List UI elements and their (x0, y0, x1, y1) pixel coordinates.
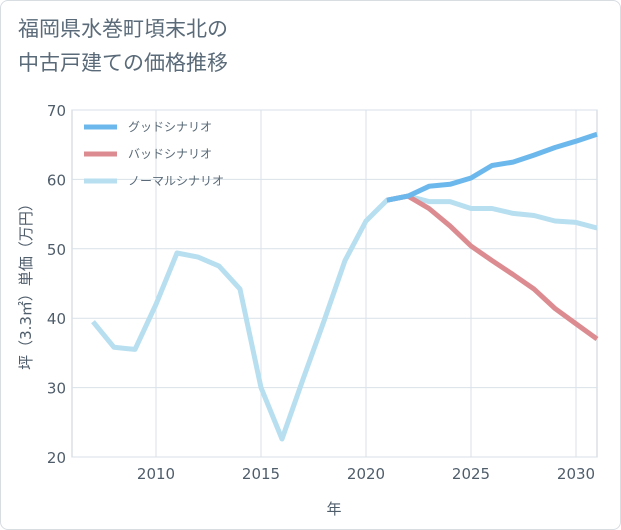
y-tick-label: 60 (47, 171, 66, 189)
x-axis-label: 年 (326, 500, 341, 518)
y-tick-label: 20 (47, 449, 66, 467)
y-tick-label: 40 (47, 310, 66, 328)
series-line-0 (386, 131, 598, 203)
series-lines (91, 131, 599, 442)
y-axis-label: 坪（3.3㎡）単価（万円） (17, 196, 35, 370)
y-tick-label: 30 (47, 380, 66, 398)
x-tick-label: 2015 (242, 465, 280, 483)
chart-title-line-1: 福岡県水巻町頃末北の (18, 17, 228, 41)
y-tick-label: 50 (47, 241, 66, 259)
series-line-1 (386, 193, 599, 342)
grid-lines (72, 109, 597, 458)
legend-label: ノーマルシナリオ (128, 174, 224, 188)
x-tick-label: 2030 (557, 465, 595, 483)
legend-label: バッドシナリオ (128, 147, 212, 161)
chart-title-line-2: 中古戸建ての価格推移 (18, 51, 228, 75)
x-tick-label: 2020 (347, 465, 385, 483)
x-tick-label: 2010 (137, 465, 175, 483)
y-tick-label: 70 (47, 102, 66, 120)
x-tick-label: 2025 (452, 465, 490, 483)
legend-label: グッドシナリオ (128, 120, 212, 134)
series-line-2 (91, 193, 598, 442)
chart-title: 福岡県水巻町頃末北の 中古戸建ての価格推移 (18, 12, 578, 80)
